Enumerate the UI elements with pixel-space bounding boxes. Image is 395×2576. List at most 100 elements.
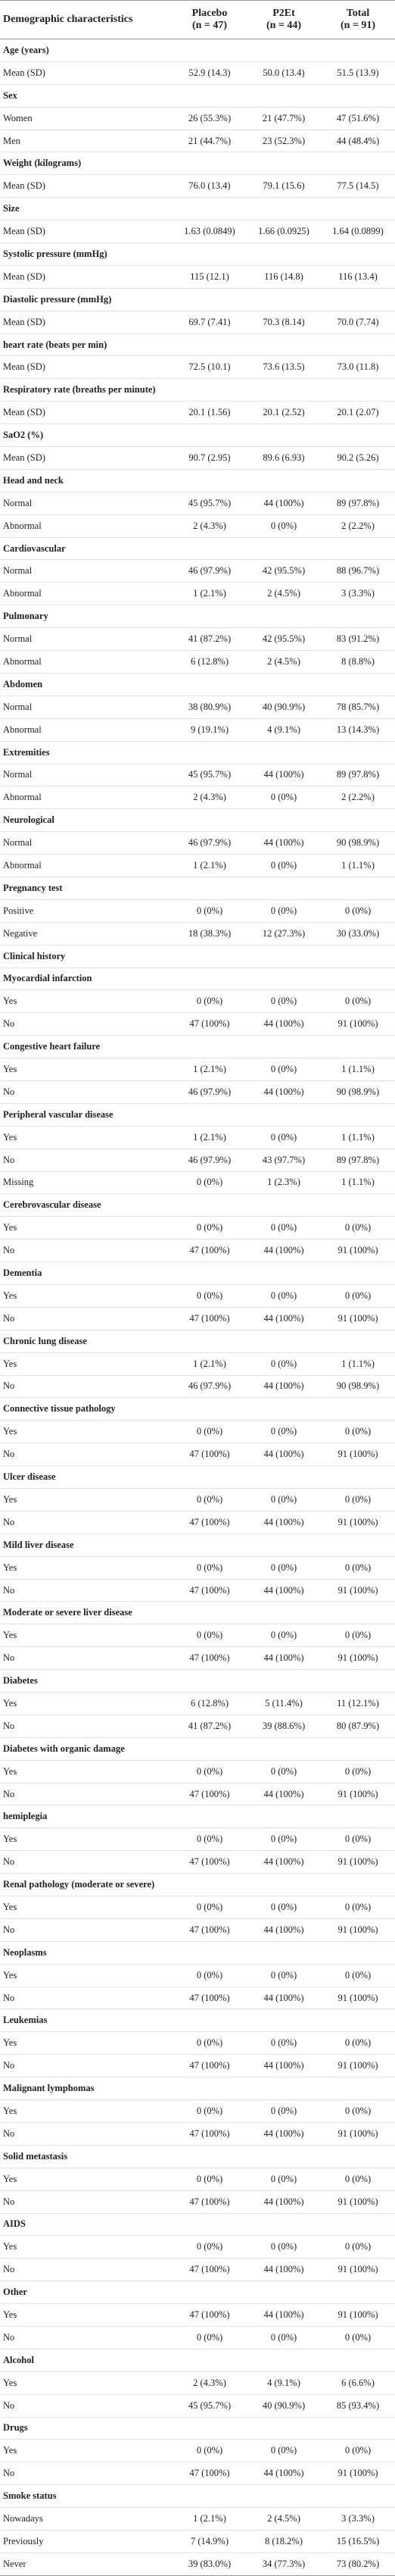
cell: 0 (0%)	[247, 1420, 321, 1444]
section-label: Clinical history	[0, 945, 395, 968]
cell: 89 (97.8%)	[321, 764, 395, 787]
cell: 91 (100%)	[321, 1783, 395, 1806]
cell: 4 (9.1%)	[247, 718, 321, 742]
cell: 6 (6.6%)	[321, 2371, 395, 2395]
data-row: Yes 47 (100%) 44 (100%) 91 (100%)	[0, 2303, 395, 2327]
section-row: Peripheral vascular disease	[0, 1103, 395, 1127]
section-row: Extremities	[0, 741, 395, 764]
section-row: Alcohol	[0, 2349, 395, 2372]
row-label: Abnormal	[0, 514, 173, 538]
data-row: Yes 0 (0%) 0 (0%) 0 (0%)	[0, 2439, 395, 2463]
cell: 47 (100%)	[173, 1918, 247, 1942]
cell: 0 (0%)	[247, 1556, 321, 1580]
section-label: Abdomen	[0, 673, 395, 696]
row-label: Abnormal	[0, 786, 173, 810]
cell: 47 (100%)	[173, 1987, 247, 2010]
cell: 0 (0%)	[321, 2099, 395, 2123]
cell: 0 (0%)	[173, 2031, 247, 2055]
cell: 44 (100%)	[247, 1511, 321, 1534]
row-label: Yes	[0, 1692, 173, 1715]
section-row: Weight (kilograms)	[0, 152, 395, 176]
cell: 23 (52.3%)	[247, 130, 321, 153]
row-label: Yes	[0, 1827, 173, 1852]
cell: 11 (12.1%)	[321, 1692, 395, 1715]
cell: 44 (100%)	[247, 1646, 321, 1671]
data-row: Mean (SD) 20.1 (1.56) 20.1 (2.52) 20.1 (2.0…	[0, 401, 395, 425]
data-row: No 45 (95.7%) 40 (90.9%) 85 (93.4%)	[0, 2394, 395, 2418]
cell: 73.6 (13.5)	[247, 355, 321, 380]
cell: 91 (100%)	[321, 1239, 395, 1263]
data-row: Abnormal 2 (4.3%) 0 (0%) 2 (2.2%)	[0, 786, 395, 810]
row-label: No	[0, 1987, 173, 2010]
row-label: Mean (SD)	[0, 174, 173, 199]
data-row: Yes 0 (0%) 0 (0%) 0 (0%)	[0, 1964, 395, 1987]
row-label: Previously	[0, 2530, 173, 2553]
section-label: Connective tissue pathology	[0, 1397, 395, 1421]
section-row: Other	[0, 2281, 395, 2305]
section-row: Drugs	[0, 2417, 395, 2440]
cell: 0 (0%)	[173, 2326, 247, 2349]
data-row: Mean (SD) 1.63 (0.0849) 1.66 (0.0925) 1.64 …	[0, 220, 395, 244]
section-row: Respiratory rate (breaths per minute)	[0, 378, 395, 402]
section-label: Sex	[0, 84, 395, 108]
cell: 0 (0%)	[247, 1058, 321, 1081]
cell: 0 (0%)	[321, 1624, 395, 1648]
section-label: Pregnancy test	[0, 877, 395, 900]
row-label: Yes	[0, 1556, 173, 1580]
section-label: Myocardial infarction	[0, 968, 395, 991]
data-row: Normal 45 (95.7%) 44 (100%) 89 (97.8%)	[0, 764, 395, 787]
row-label: No	[0, 1579, 173, 1602]
cell: 0 (0%)	[247, 1352, 321, 1376]
cell: 47 (100%)	[173, 2303, 247, 2327]
cell: 6 (12.8%)	[173, 650, 247, 674]
data-row: Normal 46 (97.9%) 42 (95.5%) 88 (96.7%)	[0, 559, 395, 583]
cell: 91 (100%)	[321, 2462, 395, 2486]
row-label: Yes	[0, 989, 173, 1014]
row-label: No	[0, 1646, 173, 1671]
row-label: No	[0, 1375, 173, 1399]
cell: 45 (95.7%)	[173, 764, 247, 787]
cell: 80 (87.9%)	[321, 1715, 395, 1738]
cell: 116 (14.8)	[247, 265, 321, 289]
section-row: Leukemias	[0, 2009, 395, 2033]
data-row: Mean (SD) 115 (12.1) 116 (14.8) 116 (13.4)	[0, 265, 395, 289]
cell: 0 (0%)	[173, 2099, 247, 2123]
data-row: No 0 (0%) 0 (0%) 0 (0%)	[0, 2326, 395, 2349]
data-row: Yes 1 (2.1%) 0 (0%) 1 (1.1%)	[0, 1352, 395, 1376]
row-label: Men	[0, 130, 173, 153]
section-label: Malignant lymphomas	[0, 2077, 395, 2101]
cell: 91 (100%)	[321, 2303, 395, 2327]
cell: 39 (88.6%)	[247, 1715, 321, 1738]
row-label: Yes	[0, 1284, 173, 1308]
cell: 47 (100%)	[173, 1511, 247, 1534]
cell: 44 (100%)	[247, 492, 321, 515]
data-row: Missing 0 (0%) 1 (2.3%) 1 (1.1%)	[0, 1171, 395, 1195]
cell: 21 (47.7%)	[247, 107, 321, 130]
cell: 90.2 (5.26)	[321, 446, 395, 470]
section-label: Cardiovascular	[0, 537, 395, 561]
cell: 91 (100%)	[321, 1850, 395, 1874]
data-row: Yes 6 (12.8%) 5 (11.4%) 11 (12.1%)	[0, 1692, 395, 1715]
cell: 0 (0%)	[321, 1896, 395, 1919]
column-name: Total	[346, 7, 370, 19]
cell: 1 (2.1%)	[173, 854, 247, 877]
section-label: Dementia	[0, 1261, 395, 1285]
cell: 78 (85.7%)	[321, 696, 395, 719]
data-row: Yes 0 (0%) 0 (0%) 0 (0%)	[0, 1216, 395, 1240]
cell: 89 (97.8%)	[321, 1149, 395, 1172]
cell: 0 (0%)	[247, 2168, 321, 2191]
cell: 73 (80.2%)	[321, 2553, 395, 2576]
cell: 1 (1.1%)	[321, 854, 395, 877]
row-label: Yes	[0, 2371, 173, 2395]
cell: 3 (3.3%)	[321, 2507, 395, 2531]
cell: 44 (100%)	[247, 2122, 321, 2146]
row-label: Yes	[0, 1964, 173, 1987]
section-label: Pulmonary	[0, 605, 395, 629]
row-label: Yes	[0, 1624, 173, 1648]
cell: 8 (18.2%)	[247, 2530, 321, 2553]
cell: 90.7 (2.95)	[173, 446, 247, 470]
data-row: No 47 (100%) 44 (100%) 91 (100%)	[0, 2054, 395, 2078]
data-row: No 47 (100%) 44 (100%) 91 (100%)	[0, 1646, 395, 1671]
row-label: Abnormal	[0, 854, 173, 877]
data-row: Normal 41 (87.2%) 42 (95.5%) 83 (91.2%)	[0, 627, 395, 652]
